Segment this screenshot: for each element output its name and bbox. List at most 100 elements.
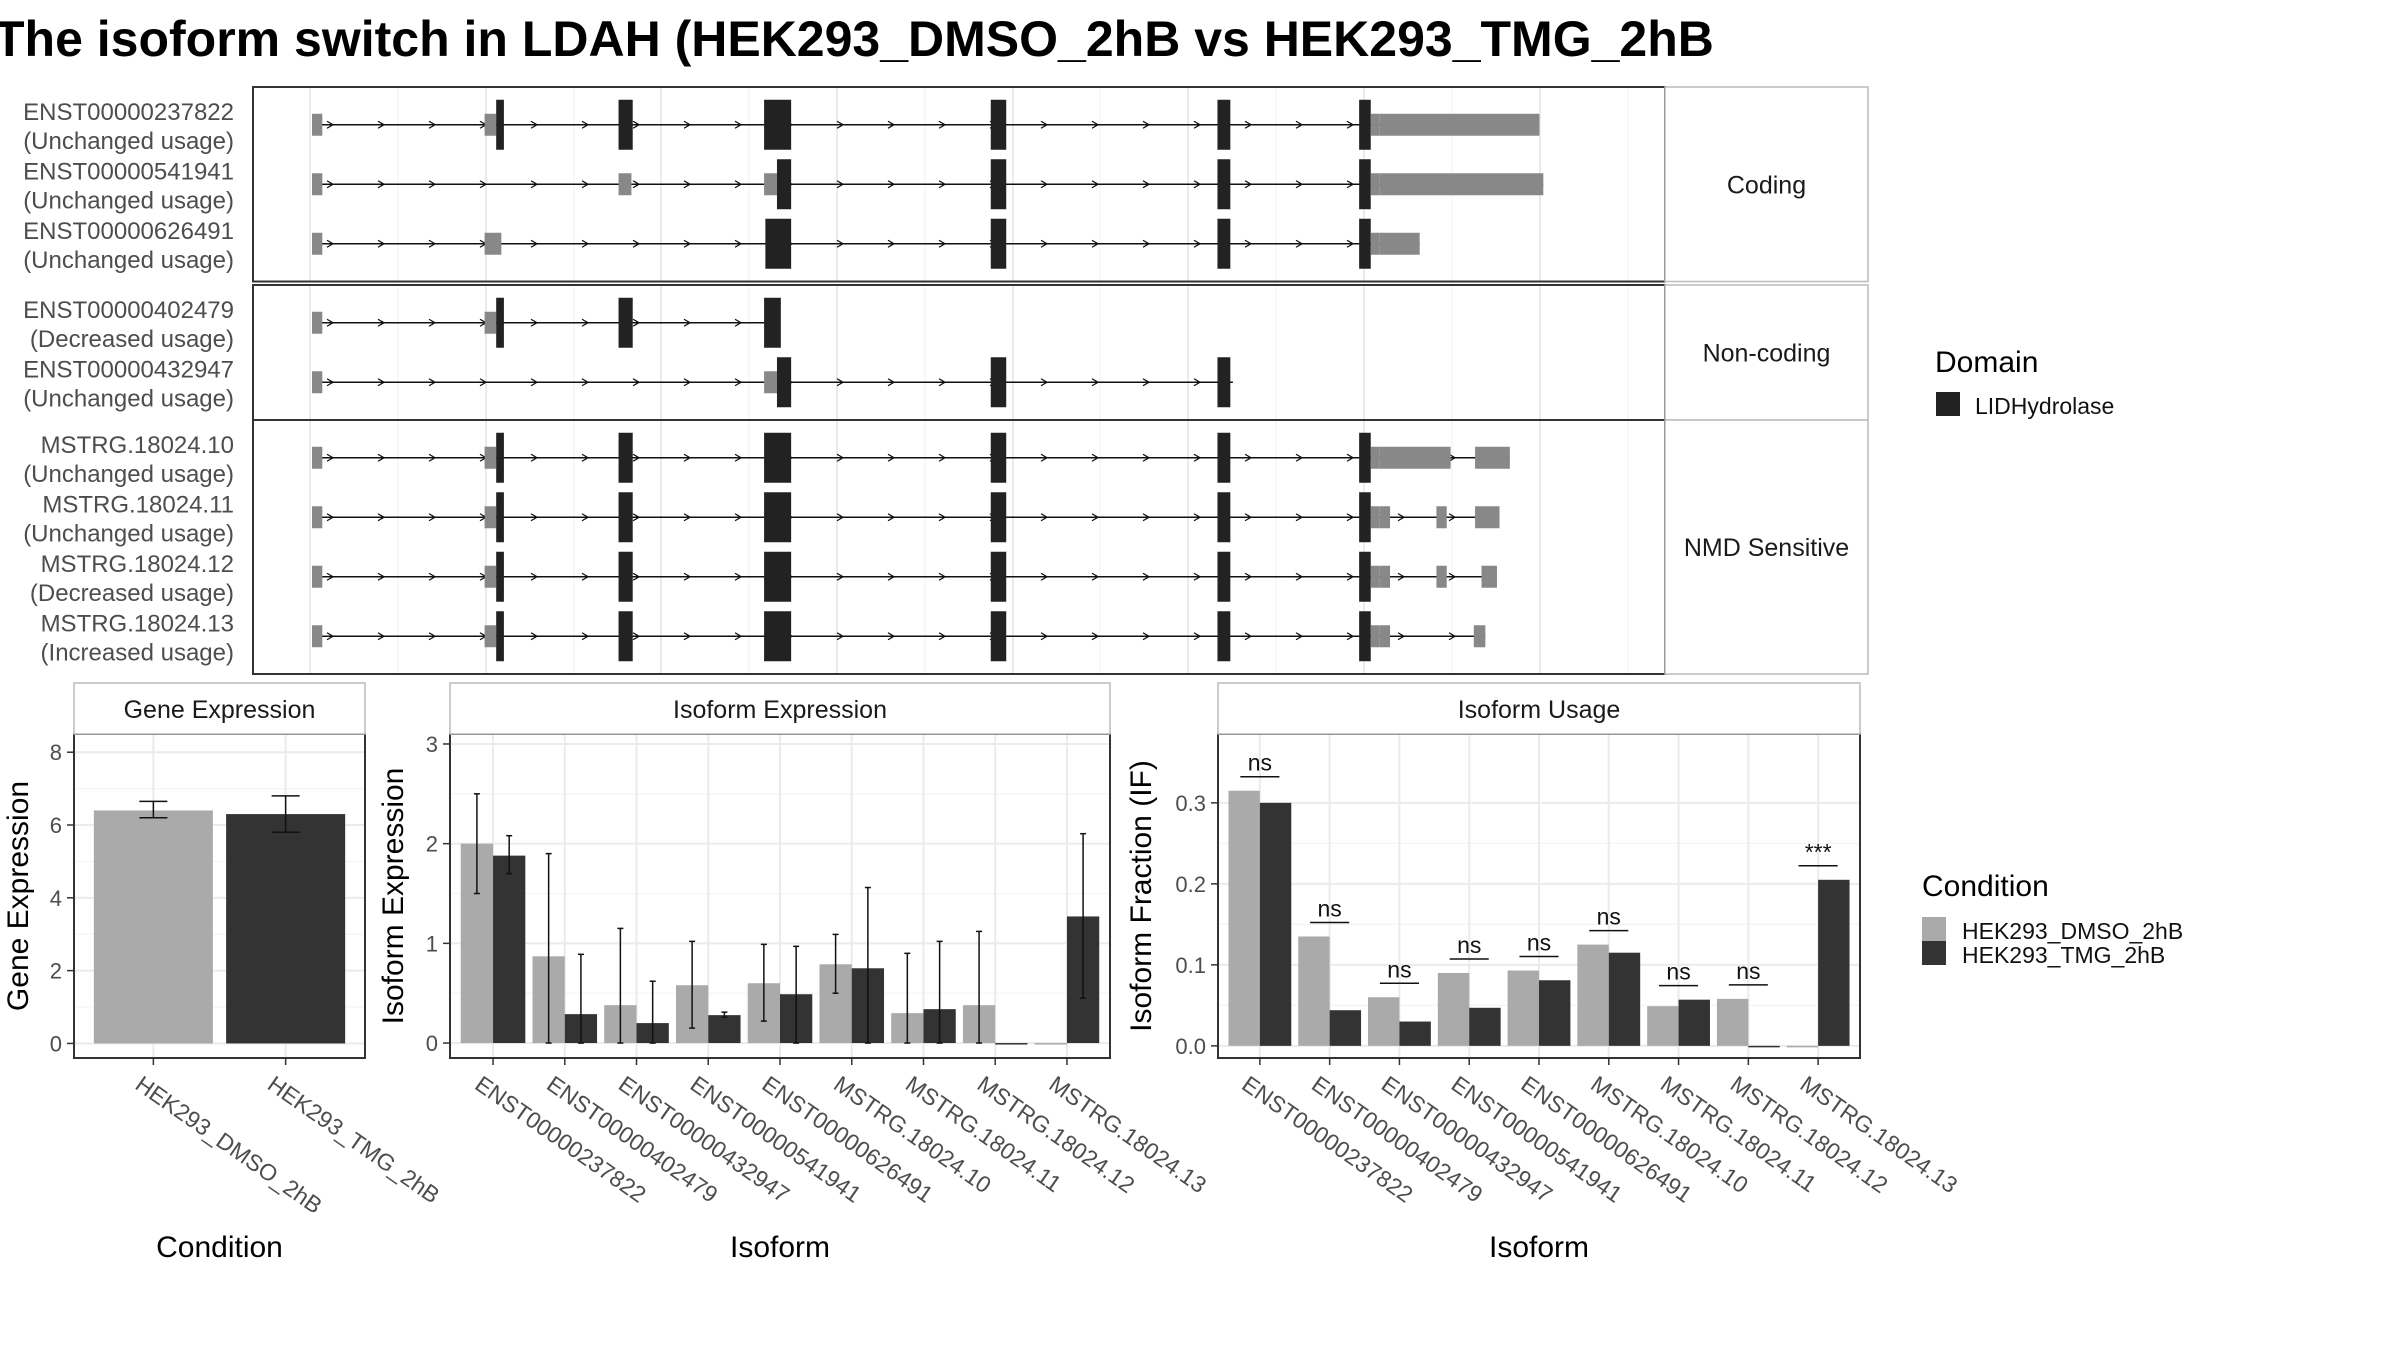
bar: [226, 814, 346, 1044]
bar: [1034, 1043, 1067, 1045]
exon-utr: [764, 371, 777, 394]
y-tick-label: 0.2: [1175, 872, 1206, 897]
chart-strip: [73, 682, 366, 735]
exon-domain: [1359, 99, 1371, 150]
y-axis-title: Gene Expression: [2, 781, 35, 1011]
strand-chevron: [1244, 239, 1253, 248]
exon-domain: [765, 218, 792, 269]
strand-chevron: [1142, 180, 1151, 189]
strand-chevron: [1295, 453, 1304, 462]
exon-domain: [1359, 551, 1371, 602]
strand-chevron: [632, 318, 641, 327]
bar: [1259, 802, 1292, 1046]
exon-utr: [484, 113, 497, 136]
exon-utr: [484, 565, 497, 588]
strand-chevron: [479, 180, 488, 189]
exon-domain: [496, 432, 504, 483]
strand-chevron: [530, 180, 539, 189]
strand-chevron: [377, 378, 386, 387]
strand-chevron: [734, 453, 743, 462]
strand-chevron: [1142, 632, 1151, 641]
strand-chevron: [887, 453, 896, 462]
strand-chevron: [632, 453, 641, 462]
structure-strip: [1664, 419, 1869, 675]
significance-label: ***: [1805, 839, 1832, 865]
y-tick-label: 0.1: [1175, 953, 1206, 978]
strand-chevron: [683, 180, 692, 189]
exon-domain: [618, 551, 633, 602]
strand-chevron: [1244, 453, 1253, 462]
strand-chevron: [1142, 572, 1151, 581]
exon-domain: [1217, 492, 1231, 543]
strand-chevron: [377, 513, 386, 522]
strand-chevron: [581, 572, 590, 581]
strand-chevron: [1091, 239, 1100, 248]
y-axis-title: Isoform Expression: [377, 768, 410, 1025]
strand-chevron: [1193, 378, 1202, 387]
exon-utr: [1481, 565, 1497, 588]
exon-utr: [1379, 232, 1420, 255]
structure-group-label: NMD Sensitive: [1684, 534, 1849, 562]
condition-legend-key-dmso: [1922, 917, 1946, 941]
exon-domain: [1359, 492, 1371, 543]
exon-domain: [764, 297, 781, 348]
strand-chevron: [530, 378, 539, 387]
strand-chevron: [1346, 120, 1355, 129]
transcript-usage-label: (Unchanged usage): [23, 247, 234, 274]
exon-domain: [990, 611, 1007, 662]
strand-chevron: [377, 632, 386, 641]
strand-chevron: [1295, 513, 1304, 522]
strand-chevron: [836, 572, 845, 581]
exon-domain: [764, 551, 792, 602]
strand-chevron: [938, 378, 947, 387]
exon-domain: [1359, 432, 1371, 483]
y-tick-label: 2: [50, 959, 62, 984]
strand-chevron: [530, 318, 539, 327]
exon-utr: [1370, 625, 1380, 648]
exon-utr: [312, 565, 323, 588]
bar: [1437, 972, 1470, 1046]
strand-chevron: [1040, 239, 1049, 248]
strand-chevron: [1448, 453, 1457, 462]
exon-utr: [312, 625, 323, 648]
strand-chevron: [428, 513, 437, 522]
strand-chevron: [326, 378, 335, 387]
bar: [1329, 1010, 1362, 1046]
y-tick-label: 0: [426, 1031, 438, 1056]
strand-chevron: [836, 453, 845, 462]
strand-chevron: [581, 378, 590, 387]
exon-domain: [1217, 611, 1231, 662]
strand-chevron: [1244, 120, 1253, 129]
exon-utr: [312, 311, 323, 334]
exon-utr: [1370, 506, 1380, 529]
strand-chevron: [683, 453, 692, 462]
strand-chevron: [887, 180, 896, 189]
strand-chevron: [887, 378, 896, 387]
exon-domain: [1217, 551, 1231, 602]
strand-chevron: [326, 120, 335, 129]
strand-chevron: [377, 239, 386, 248]
strand-chevron: [938, 453, 947, 462]
exon-utr: [1475, 506, 1500, 529]
strand-chevron: [377, 318, 386, 327]
y-tick-label: 3: [426, 732, 438, 757]
chart-title: Isoform Expression: [673, 696, 887, 724]
strand-chevron: [1091, 378, 1100, 387]
strand-chevron: [479, 378, 488, 387]
exon-domain: [496, 297, 504, 348]
strand-chevron: [581, 513, 590, 522]
chart-strip: [449, 682, 1111, 735]
transcript-usage-label: (Unchanged usage): [23, 461, 234, 488]
strand-chevron: [326, 453, 335, 462]
strand-chevron: [938, 513, 947, 522]
exon-utr: [484, 311, 497, 334]
y-tick-label: 1: [426, 931, 438, 956]
significance-label: ns: [1457, 932, 1481, 958]
significance-label: ns: [1736, 958, 1760, 984]
strand-chevron: [1142, 120, 1151, 129]
strand-chevron: [326, 180, 335, 189]
exon-domain: [496, 492, 504, 543]
strand-chevron: [734, 572, 743, 581]
strand-chevron: [530, 572, 539, 581]
